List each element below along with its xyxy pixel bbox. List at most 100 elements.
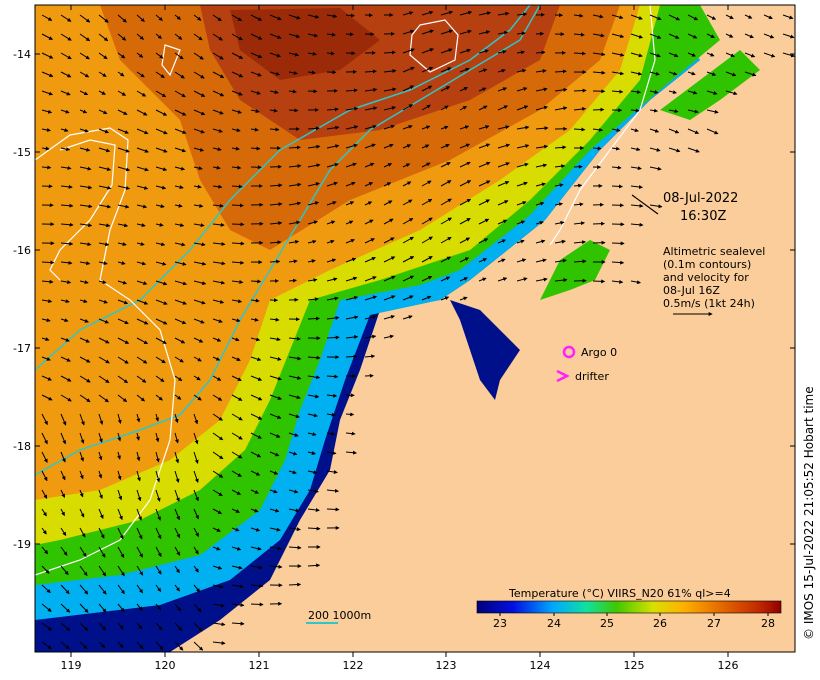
velocity-arrow — [288, 239, 300, 244]
velocity-arrow — [155, 622, 163, 631]
info-line-1: Altimetric sealevel — [663, 245, 765, 258]
velocity-arrow — [326, 201, 337, 206]
velocity-arrow — [440, 162, 451, 168]
velocity-arrow — [41, 641, 52, 650]
velocity-arrow — [155, 565, 162, 575]
velocity-arrow — [478, 238, 489, 244]
lon-tick-label: 121 — [249, 659, 270, 672]
velocity-arrow — [193, 109, 206, 116]
velocity-arrow — [136, 280, 148, 285]
velocity-arrow — [611, 241, 625, 246]
velocity-arrow — [136, 489, 142, 502]
velocity-arrow — [250, 470, 261, 476]
velocity-arrow — [60, 241, 74, 246]
velocity-arrow — [41, 356, 51, 361]
velocity-arrow — [611, 279, 624, 284]
velocity-arrow — [155, 33, 163, 39]
velocity-arrow — [155, 109, 168, 116]
velocity-arrow — [41, 318, 51, 323]
velocity-arrow — [269, 546, 282, 551]
velocity-arrow — [307, 163, 321, 168]
velocity-arrow — [497, 143, 511, 149]
velocity-arrow — [649, 33, 662, 39]
velocity-arrow — [136, 394, 146, 402]
velocity-arrow — [269, 451, 280, 457]
velocity-arrow — [668, 71, 678, 76]
velocity-arrow — [649, 166, 662, 171]
velocity-arrow — [383, 256, 396, 263]
velocity-arrow — [269, 375, 282, 381]
lon-tick-label: 123 — [436, 659, 457, 672]
velocity-arrow — [98, 470, 103, 479]
velocity-arrow — [60, 622, 71, 632]
colorbar-tick-label: 23 — [493, 617, 507, 630]
velocity-arrow — [174, 166, 186, 171]
velocity-arrow — [79, 394, 91, 403]
velocity-arrow — [554, 164, 566, 169]
velocity-arrow — [516, 125, 530, 130]
velocity-arrow — [345, 412, 355, 417]
lon-tick-label: 120 — [155, 659, 176, 672]
velocity-arrow — [193, 394, 202, 401]
velocity-arrow — [364, 257, 376, 263]
velocity-arrow — [155, 261, 167, 266]
velocity-arrow — [250, 298, 260, 303]
velocity-arrow — [364, 334, 377, 339]
velocity-arrow — [630, 222, 644, 227]
velocity-arrow — [212, 413, 223, 421]
velocity-arrow — [307, 51, 317, 56]
velocity-arrow — [212, 71, 225, 79]
velocity-arrow — [212, 508, 222, 514]
velocity-arrow — [212, 451, 224, 460]
drifter-icon — [556, 369, 570, 383]
velocity-arrow — [117, 242, 127, 247]
velocity-arrow — [41, 489, 48, 499]
velocity-arrow — [383, 295, 396, 301]
sealevel-contour-west-inner — [49, 139, 116, 281]
velocity-arrow — [307, 70, 316, 75]
velocity-arrow — [98, 109, 108, 115]
velocity-arrow — [193, 280, 207, 286]
sealevel-contour-west — [35, 127, 176, 576]
velocity-arrow — [421, 104, 431, 111]
velocity-arrow — [174, 280, 188, 286]
velocity-arrow — [573, 259, 587, 264]
velocity-arrow — [440, 29, 454, 35]
velocity-arrow — [193, 71, 205, 79]
velocity-arrow — [383, 124, 395, 130]
velocity-arrow — [364, 238, 375, 244]
velocity-arrow — [383, 143, 394, 149]
argo-label: Argo 0 — [581, 346, 617, 359]
velocity-arrow — [79, 90, 89, 96]
velocity-arrow — [231, 299, 243, 304]
velocity-arrow — [98, 261, 108, 266]
velocity-arrow — [345, 13, 355, 18]
velocity-arrow — [288, 164, 302, 168]
velocity-arrow — [288, 89, 297, 94]
velocity-arrow — [136, 603, 143, 611]
velocity-arrow — [193, 33, 203, 41]
velocity-arrow — [649, 71, 660, 76]
velocity-arrow — [497, 125, 510, 130]
velocity-arrow — [231, 241, 245, 246]
velocity-arrow — [383, 334, 394, 339]
velocity-arrow — [117, 546, 125, 559]
velocity-arrow — [155, 242, 166, 247]
velocity-arrow — [231, 356, 241, 361]
velocity-arrow — [269, 127, 280, 132]
colorbar-tick-label: 24 — [547, 617, 561, 630]
velocity-arrow — [326, 374, 339, 379]
velocity-arrow — [79, 223, 93, 228]
velocity-arrow — [459, 180, 472, 187]
velocity-arrow — [174, 318, 187, 325]
velocity-arrow — [307, 489, 319, 494]
velocity-arrow — [79, 261, 91, 266]
velocity-arrow — [288, 145, 301, 150]
velocity-arrow — [535, 163, 548, 168]
velocity-arrow — [307, 375, 321, 380]
velocity-arrow — [117, 527, 124, 540]
velocity-arrow — [288, 220, 301, 225]
velocity-arrow — [136, 71, 145, 78]
velocity-arrow — [193, 90, 206, 97]
velocity-arrow — [193, 261, 207, 266]
